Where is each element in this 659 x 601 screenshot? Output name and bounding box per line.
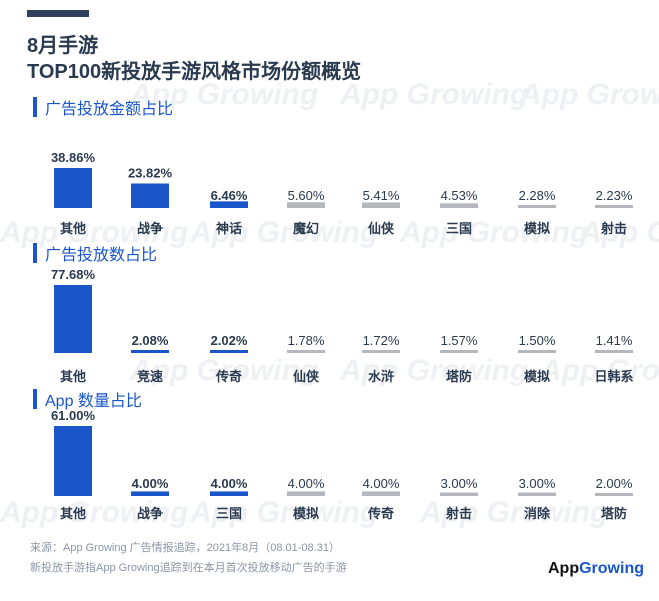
bar-value-label: 4.00% (288, 476, 325, 491)
section-title-spend: 广告投放金额占比 (45, 101, 174, 118)
bar-value-label: 4.00% (132, 476, 169, 491)
category-label: 射击 (445, 506, 472, 521)
bar-6 (440, 203, 478, 208)
section-accent (33, 97, 37, 117)
category-label: 仙侠 (293, 369, 320, 384)
bar-3 (210, 350, 248, 353)
section-title-app-count: App 数量占比 (45, 393, 142, 410)
bar-4 (287, 350, 325, 353)
category-label: 消除 (524, 506, 551, 521)
category-label: 射击 (600, 221, 627, 236)
bar-value-label: 2.02% (211, 333, 248, 348)
section-header-ad-count: 广告投放数占比 (33, 242, 157, 264)
logo-part-1: App (548, 560, 580, 577)
bar-value-label: 77.68% (51, 267, 96, 282)
category-label: 战争 (137, 221, 163, 236)
chart-ad-count-share: 77.68% 其他 2.08% 竞速 2.02% 传奇 1.78% 仙侠 1.72% 水浒 1.57… (51, 267, 634, 384)
category-label: 战争 (137, 506, 163, 521)
category-label: 模拟 (524, 369, 550, 384)
category-label: 三国 (446, 221, 472, 236)
bar-2 (131, 491, 169, 496)
category-label: 神话 (216, 221, 242, 236)
category-label: 模拟 (524, 221, 550, 236)
category-label: 传奇 (215, 369, 242, 384)
bar-value-label: 3.00% (519, 476, 556, 491)
bar-5 (362, 350, 400, 353)
category-label: 模拟 (293, 506, 319, 521)
watermark-text: App Growing (519, 78, 659, 111)
section-accent (33, 243, 37, 263)
bar-value-label: 4.00% (211, 476, 248, 491)
bar-value-label: 38.86% (51, 150, 96, 165)
bar-value-label: 2.23% (596, 188, 633, 203)
bar-5 (362, 202, 400, 208)
bar-4 (287, 491, 325, 496)
chart-ad-spend-share: 38.86% 其他 23.82% 战争 6.46% 神话 5.60% 魔幻 5.41% 仙侠 4.5… (51, 150, 633, 236)
section-header-app-count: App 数量占比 (33, 388, 142, 410)
bar-value-label: 3.00% (441, 476, 478, 491)
logo-part-2: Growing (579, 560, 644, 577)
chart-app-count-share: 61.00% 其他 4.00% 战争 4.00% 三国 4.00% 模拟 4.00% 传奇 3.00… (51, 410, 633, 521)
category-label: 其他 (60, 506, 86, 521)
section-title-ad-count: 广告投放数占比 (45, 247, 158, 264)
page-title-line-2: TOP100新投放手游风格市场份额概览 (27, 61, 362, 83)
bar-3 (210, 201, 248, 208)
category-label: 水浒 (368, 369, 394, 384)
bar-value-label: 61.00% (51, 410, 96, 423)
page-title-line-1: 8月手游 (27, 35, 99, 57)
bar-5 (362, 491, 400, 496)
bar-value-label: 4.53% (441, 188, 478, 203)
watermark-text: App Growing (339, 78, 528, 111)
bar-value-label: 2.28% (519, 188, 556, 203)
bar-value-label: 1.78% (288, 333, 325, 348)
category-label: 日韩系 (594, 369, 633, 384)
bar-value-label: 2.08% (132, 333, 169, 348)
bar-8 (595, 350, 633, 353)
bar-2 (131, 350, 169, 353)
category-label: 其他 (60, 369, 86, 384)
category-label: 塔防 (446, 369, 472, 384)
bar-value-label: 1.50% (519, 333, 556, 348)
bar-value-label: 1.57% (441, 333, 478, 348)
bar-value-label: 6.46% (211, 188, 248, 203)
bar-7 (518, 205, 556, 208)
bar-7 (518, 350, 556, 353)
bar-1 (54, 285, 92, 353)
bar-value-label: 2.00% (596, 476, 633, 491)
bar-value-label: 1.72% (363, 333, 400, 348)
bar-8 (595, 205, 633, 208)
category-label: 魔幻 (293, 221, 319, 236)
source-note: 来源：App Growing 广告情报追踪，2021年8月（08.01-08.3… (30, 542, 340, 554)
header-accent-bar (27, 10, 89, 17)
category-label: 竞速 (137, 369, 163, 384)
bar-8 (595, 493, 633, 496)
category-label: 三国 (216, 506, 242, 521)
bar-4 (287, 202, 325, 208)
definition-note: 新投放手游指App Growing追踪到在本月首次投放移动广告的手游 (30, 562, 347, 574)
bar-value-label: 5.60% (288, 188, 325, 203)
bar-1 (54, 168, 92, 208)
bar-value-label: 23.82% (128, 165, 173, 180)
bar-7 (518, 492, 556, 496)
bar-1 (54, 426, 92, 496)
bar-6 (440, 492, 478, 496)
category-label: 仙侠 (368, 221, 395, 236)
bar-2 (131, 183, 169, 208)
category-label: 塔防 (601, 506, 627, 521)
bar-value-label: 1.41% (596, 333, 633, 348)
category-label: 其他 (60, 221, 86, 236)
bar-value-label: 4.00% (363, 476, 400, 491)
section-header-spend: 广告投放金额占比 (33, 96, 173, 118)
bar-value-label: 5.41% (363, 188, 400, 203)
section-accent (33, 389, 37, 409)
bar-3 (210, 491, 248, 496)
bar-6 (440, 350, 478, 353)
category-label: 传奇 (367, 506, 394, 521)
app-growing-logo: AppGrowing (548, 560, 644, 578)
